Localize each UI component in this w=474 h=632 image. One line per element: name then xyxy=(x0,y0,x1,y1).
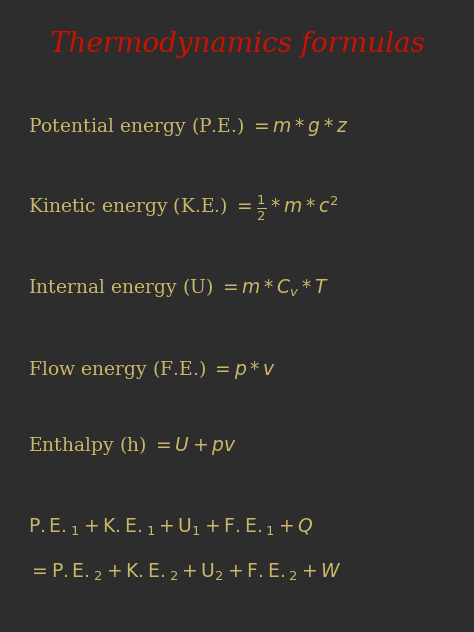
Text: Internal energy (U) $= m * C_{v} * T$: Internal energy (U) $= m * C_{v} * T$ xyxy=(28,276,329,299)
Text: Potential energy (P.E.) $= m * g * z$: Potential energy (P.E.) $= m * g * z$ xyxy=(28,115,349,138)
Text: Thermodynamics formulas: Thermodynamics formulas xyxy=(50,31,424,58)
Text: $\mathrm{P.E.}_{1} + \mathrm{K.E.}_{1} + \mathrm{U}_{1} + \mathrm{F.E.}_{1} + Q$: $\mathrm{P.E.}_{1} + \mathrm{K.E.}_{1} +… xyxy=(28,517,314,538)
Text: Flow energy (F.E.) $= p * v$: Flow energy (F.E.) $= p * v$ xyxy=(28,358,277,381)
Text: $= \mathrm{P.E.}_{2} + \mathrm{K.E.}_{2} + \mathrm{U}_{2} + \mathrm{F.E.}_{2} + : $= \mathrm{P.E.}_{2} + \mathrm{K.E.}_{2}… xyxy=(28,561,342,583)
Text: Kinetic energy (K.E.) $= \frac{1}{2} * m * c^{2}$: Kinetic energy (K.E.) $= \frac{1}{2} * m… xyxy=(28,194,339,223)
Text: Enthalpy (h) $= U + pv$: Enthalpy (h) $= U + pv$ xyxy=(28,434,237,457)
